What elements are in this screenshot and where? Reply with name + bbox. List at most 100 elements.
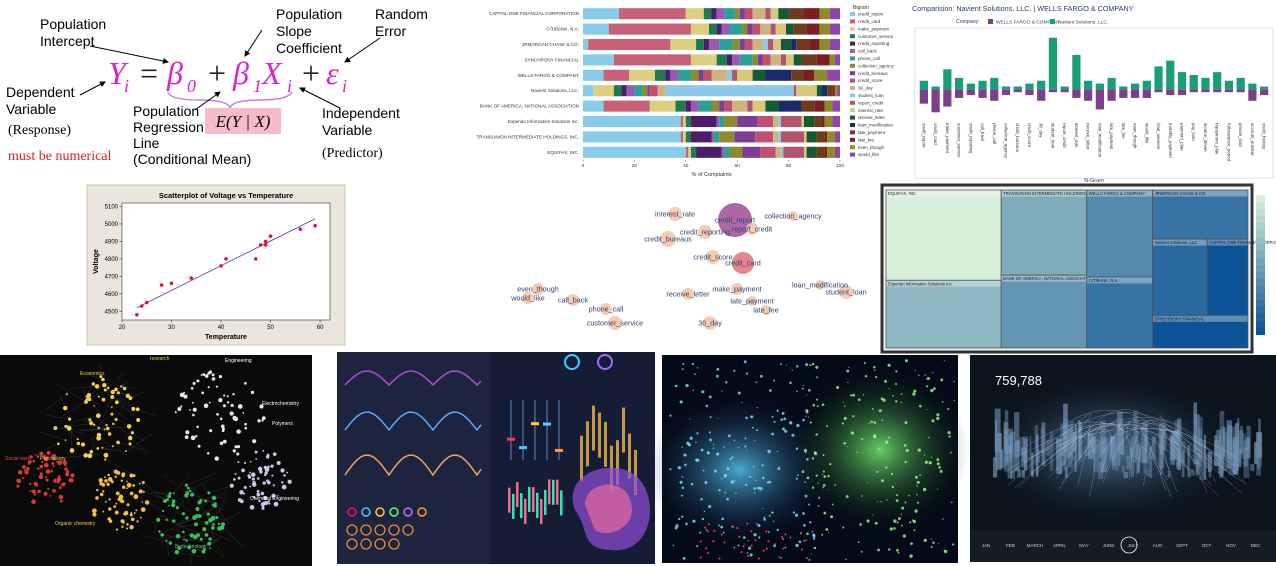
x-tick-label: collection_agency <box>1004 123 1009 159</box>
bar-segment <box>698 100 712 112</box>
building <box>1136 444 1140 473</box>
x-tick-label: private_loan <box>1238 123 1243 147</box>
bubble-label: even_though <box>517 285 559 294</box>
building <box>1031 452 1034 477</box>
bar-segment <box>791 38 797 51</box>
node <box>848 366 850 369</box>
bar-segment <box>773 115 779 128</box>
node <box>181 530 185 534</box>
bubble-label: late_payment <box>730 297 773 306</box>
node <box>62 405 68 411</box>
legend-label: even_though <box>858 145 885 150</box>
bar-segment <box>778 131 781 143</box>
bar-segment <box>832 100 840 112</box>
node <box>229 483 234 488</box>
node <box>912 519 916 524</box>
building <box>1181 450 1185 478</box>
arc <box>1044 410 1200 467</box>
bubble <box>608 316 622 330</box>
x-tick-label: 60 <box>735 163 741 169</box>
node <box>189 409 191 411</box>
node <box>862 452 864 454</box>
x-tick-label: 100 <box>836 163 844 169</box>
node <box>234 473 237 475</box>
building <box>1093 439 1099 472</box>
bar-segment <box>649 100 676 112</box>
bubble <box>522 292 534 304</box>
node <box>863 361 866 364</box>
node <box>938 542 940 544</box>
node <box>207 386 210 389</box>
node <box>682 556 686 560</box>
edge <box>141 534 171 544</box>
node <box>905 448 909 453</box>
bar-segment <box>796 38 810 51</box>
node <box>85 395 88 398</box>
node <box>65 470 70 474</box>
bar <box>1084 89 1093 101</box>
building <box>1240 425 1243 455</box>
point <box>224 257 228 261</box>
bar-segment <box>583 146 686 158</box>
bar <box>1084 80 1093 90</box>
bar <box>1166 60 1175 90</box>
node <box>64 439 67 441</box>
node <box>811 486 815 489</box>
node <box>781 411 785 415</box>
bar-segment <box>719 115 725 128</box>
bar-segment <box>768 38 774 51</box>
mini-bar <box>524 498 527 524</box>
bar <box>1001 89 1011 96</box>
network-label: Psychology <box>40 456 66 462</box>
node <box>47 487 50 490</box>
point <box>140 304 144 308</box>
building <box>1063 403 1068 452</box>
edge <box>200 494 217 501</box>
node <box>706 552 709 555</box>
node <box>903 444 907 447</box>
node <box>114 475 117 478</box>
node <box>217 526 222 531</box>
node <box>23 469 26 472</box>
node <box>211 373 215 377</box>
equation-part: X <box>260 55 283 91</box>
counter: 759,788 <box>995 373 1042 388</box>
node <box>751 426 754 429</box>
node <box>37 467 40 470</box>
node <box>745 416 748 420</box>
network-label: Engineering <box>225 358 252 364</box>
node <box>880 501 882 503</box>
node <box>856 451 859 454</box>
arrow <box>79 81 106 96</box>
node <box>826 425 829 428</box>
node <box>703 510 706 513</box>
node <box>125 487 128 490</box>
node <box>175 506 179 510</box>
node <box>130 431 134 435</box>
edge <box>112 391 140 412</box>
bar-segment <box>809 38 820 51</box>
bar-segment <box>670 38 697 51</box>
node <box>87 397 92 402</box>
bar-segment <box>832 85 835 97</box>
edge <box>86 396 99 405</box>
bubble-label: credit_score <box>693 253 732 262</box>
bar-segment <box>665 85 794 97</box>
node <box>841 422 844 425</box>
building <box>1158 423 1165 469</box>
bar <box>1236 77 1245 90</box>
node <box>129 491 134 496</box>
node <box>813 546 817 550</box>
bar <box>1072 54 1081 90</box>
slider <box>522 400 524 460</box>
building <box>1016 440 1020 452</box>
node <box>287 479 292 484</box>
bar-segment <box>629 69 655 81</box>
node <box>943 549 946 552</box>
treemap-cell <box>1000 189 1088 276</box>
node <box>755 479 757 482</box>
gauge <box>361 507 371 517</box>
node <box>941 400 944 403</box>
annotation: Regression <box>133 119 204 135</box>
node <box>196 425 199 429</box>
